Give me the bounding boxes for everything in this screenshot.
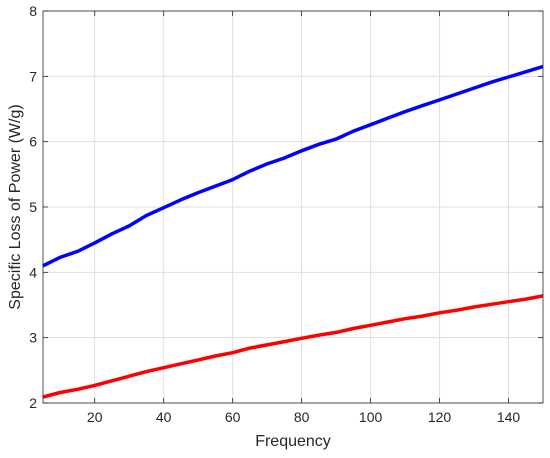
x-tick-label: 100	[359, 409, 383, 425]
y-tick-label: 5	[29, 199, 37, 215]
x-tick-label: 80	[294, 409, 310, 425]
y-axis-label: Specific Loss of Power (W/g)	[7, 104, 24, 309]
x-tick-label: 20	[87, 409, 103, 425]
series-line-blue	[42, 64, 544, 268]
y-tick-label: 6	[29, 134, 37, 150]
y-tick-label: 2	[29, 395, 37, 411]
x-tick-label: 120	[428, 409, 452, 425]
x-tick-label: 40	[156, 409, 172, 425]
x-tick-label: 140	[497, 409, 521, 425]
ticks-group: 20 40 60 80 100 120 140 2 3 4 5 6 7 8	[29, 3, 543, 425]
y-tick-label: 8	[29, 3, 37, 19]
y-tick-label: 3	[29, 330, 37, 346]
y-tick-label: 4	[29, 264, 37, 280]
x-tick-label: 60	[225, 409, 241, 425]
x-axis-label: Frequency	[255, 433, 331, 450]
series-line-red	[42, 294, 544, 399]
y-tick-label: 7	[29, 68, 37, 84]
series-group	[42, 64, 544, 399]
